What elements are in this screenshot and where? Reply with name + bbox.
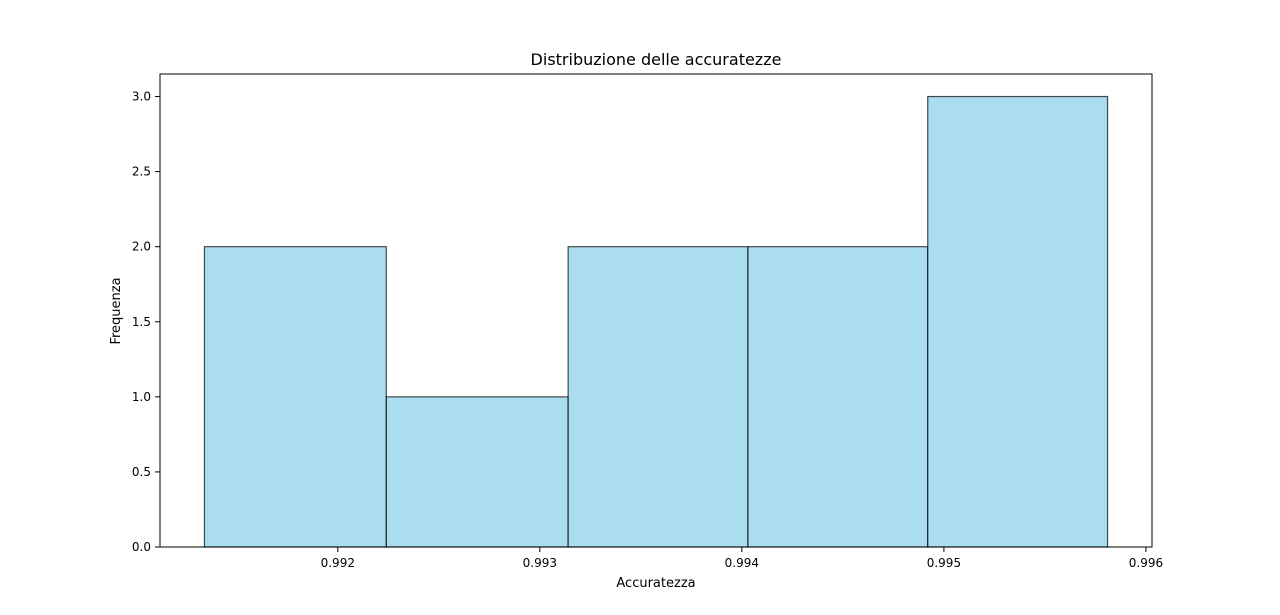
plot-frame	[159, 73, 1153, 548]
x-axis-ticks: 0.992 0.993 0.994 0.995 0.996	[321, 547, 1163, 570]
y-axis-label: Frequenza	[109, 277, 124, 344]
histogram-bar-4	[747, 246, 929, 548]
bars-group	[203, 95, 1109, 548]
y-tick-label: 1.0	[132, 390, 151, 404]
x-tick-label: 0.995	[927, 556, 961, 570]
histogram-bar-1	[203, 246, 387, 548]
histogram-bar-2	[385, 396, 569, 548]
y-tick-label: 2.0	[132, 240, 151, 254]
histogram-bar-3	[567, 246, 749, 548]
y-tick-label: 2.5	[132, 165, 151, 179]
x-tick-label: 0.992	[321, 556, 355, 570]
y-tick-label: 1.5	[132, 315, 151, 329]
x-tick-label: 0.994	[725, 556, 759, 570]
y-tick-label: 0.0	[132, 540, 151, 554]
y-axis-ticks: 0.0 0.5 1.0 1.5 2.0 2.5 3.0	[132, 90, 160, 554]
x-tick-label: 0.993	[523, 556, 557, 570]
x-tick-label: 0.996	[1129, 556, 1163, 570]
y-tick-label: 3.0	[132, 90, 151, 104]
x-axis-label: Accuratezza	[616, 576, 695, 591]
histogram-bar-5	[927, 95, 1109, 548]
chart-title: Distribuzione delle accuratezze	[531, 50, 782, 69]
y-tick-label: 0.5	[132, 465, 151, 479]
